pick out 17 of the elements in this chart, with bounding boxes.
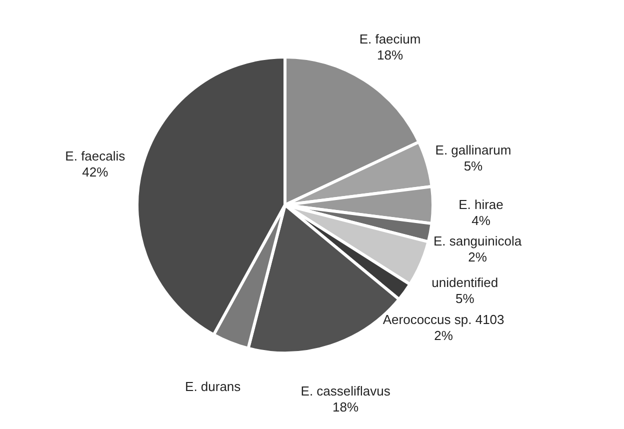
slice-label: E. hirae [458,197,504,212]
data-label: 4% [472,213,491,228]
data-label: 18% [332,399,360,414]
data-label: 42% [82,164,109,180]
slice-label: unidentified [432,274,498,290]
data-label: 2% [434,328,454,344]
slice-label: E. sanguinicola [433,234,522,249]
slice-label: E. faecalis [65,148,126,164]
data-label: 5% [464,158,484,174]
data-label: 5% [455,290,475,306]
slice-label: E. gallinarum [435,142,512,158]
slice-label: E. durans [185,379,242,394]
data-label: 18% [377,48,404,63]
slice-label: E. casseliflavus [300,383,391,398]
slice-label: Aerococcus sp. 4103 [382,312,504,328]
slice-label: E. faecium [359,32,421,47]
data-label: 2% [468,250,488,265]
